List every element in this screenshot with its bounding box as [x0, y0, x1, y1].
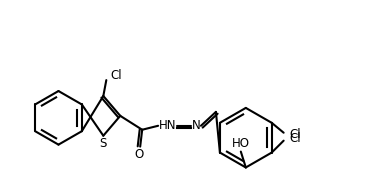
Text: S: S [99, 137, 107, 150]
Text: HO: HO [232, 137, 250, 150]
Text: Cl: Cl [290, 132, 301, 145]
Text: Cl: Cl [290, 128, 301, 141]
Text: N: N [192, 119, 200, 132]
Text: Cl: Cl [110, 69, 122, 82]
Text: HN: HN [159, 119, 177, 132]
Text: O: O [134, 148, 144, 161]
